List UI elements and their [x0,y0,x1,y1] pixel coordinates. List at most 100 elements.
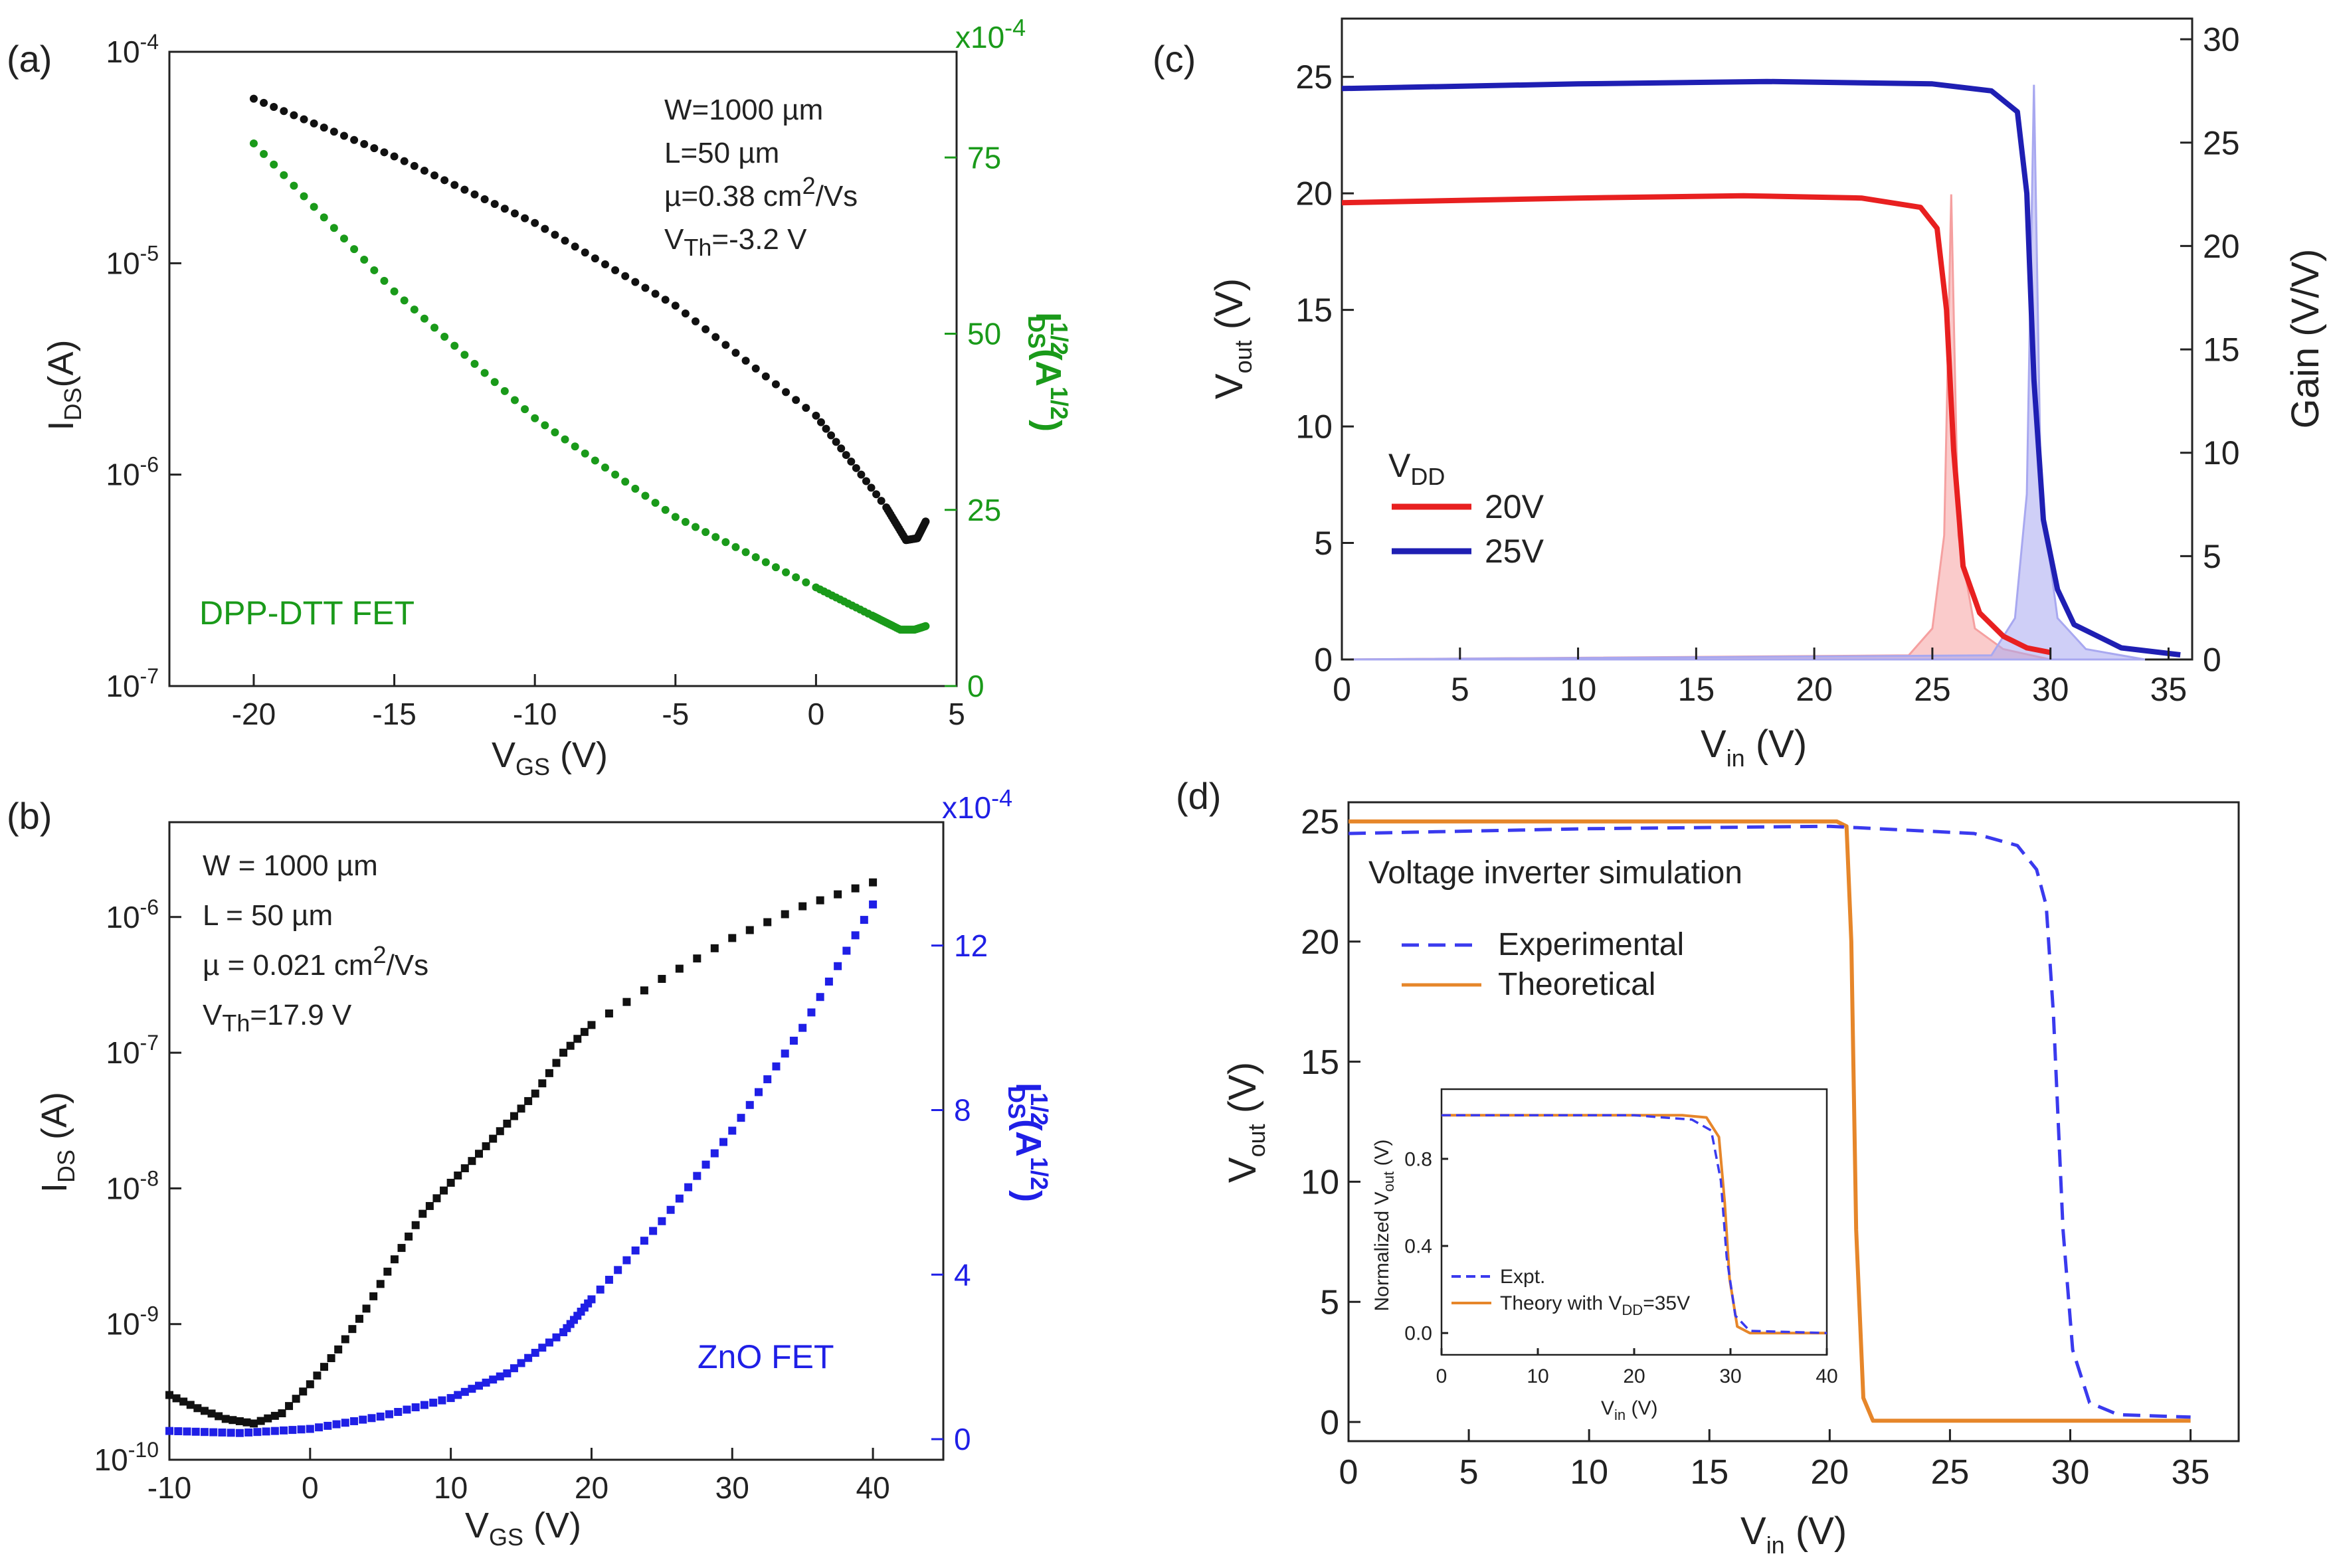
panel-d-x-tick-label-7: 35 [2172,1453,2210,1492]
panel-b-blue-point-32 [446,1394,455,1403]
panel-d-title: Voltage inverter simulation [1368,855,1742,891]
panel-b-blue-point-6 [218,1428,227,1437]
panel-b-y2-tick-label-1: 4 [954,1257,971,1292]
panel-c-y2-ticks: 0 5 10 15 20 25 30 [2180,21,2240,679]
panel-b-x-tick-label-3: 20 [575,1470,608,1505]
panel-b-blue-point-60 [622,1256,631,1264]
panel-a-black-point-36 [611,266,620,274]
panel-a-green-point-38 [631,484,640,493]
panel-d-inset-x-tick-label-2: 20 [1623,1365,1645,1387]
panel-b-black-point-4 [193,1404,202,1413]
panel-b-blue-point-78 [781,1049,789,1058]
panel-b-blue-point-9 [244,1428,253,1437]
panel-d-x-tick-label-2: 10 [1570,1453,1608,1492]
panel-d-legend: Experimental Theoretical [1402,927,1684,1002]
panel-d-y-tick-label-3: 15 [1301,1043,1339,1082]
panel-b-x-tick-label-4: 30 [715,1470,749,1505]
panel-a-green-point-30 [551,428,559,436]
panel-b-black-point-28 [362,1304,371,1313]
panel-b-blue-point-57 [596,1285,605,1294]
panel-b-letter: (b) [7,795,52,837]
panel-b-blue-point-12 [270,1427,279,1435]
panel-a-x-tick-label-0: -20 [232,697,276,731]
panel-b-black-point-49 [510,1112,518,1120]
panel-b-black-point-50 [517,1104,525,1113]
panel-a-green-point-24 [490,378,499,387]
panel-b-black-point-45 [482,1142,490,1150]
panel-d-inset-y-ticks: 0.0 0.4 0.8 [1404,1148,1448,1345]
panel-a-black-point-20 [450,181,459,189]
panel-a-y2-tick-label-3: 75 [967,140,1001,175]
panel-d-inset: 0 10 20 30 40 0.0 0.4 0.8 Vin (V) Normalized V… [1371,1088,1838,1423]
panel-a-black-point-13 [380,148,389,157]
panel-a-black-point-44 [692,317,700,325]
panel-a-x-tick-label-2: -10 [513,697,557,731]
panel-a-letter: (a) [7,38,52,80]
panel-b-black-point-14 [264,1414,272,1423]
panel-a-black-point-112 [921,517,930,526]
panel-a-black-point-56 [812,411,820,420]
panel-d-inset-x-tick-label-0: 0 [1436,1365,1447,1387]
panel-d-inset-y-tick-label-0: 0.0 [1404,1323,1432,1345]
panel-b-blue-point-33 [454,1391,462,1399]
panel-b-black-point-51 [524,1096,533,1105]
panel-b-blue-point-22 [359,1415,367,1424]
panel-a-black-point-66 [862,477,870,485]
panel-d-y-label: Vout (V) [1221,1062,1270,1183]
panel-b-black-point-7 [215,1412,223,1421]
panel-b-blue-point-74 [745,1100,754,1109]
panel-a-green-point-41 [661,505,670,514]
panel-a-green-point-53 [782,568,791,576]
panel-b-black-point-38 [432,1194,441,1203]
panel-b-black-point-26 [348,1325,357,1334]
panel-a-black-point-9 [339,131,348,140]
panel-a-black-point-58 [822,424,830,433]
panel-c-x-tick-label-1: 5 [1451,671,1469,708]
panel-b-device-label: ZnO FET [698,1338,834,1375]
panel-b-blue-point-61 [631,1246,640,1255]
panel-c-vout-line-25v [1341,78,2181,657]
panel-a-y-tick-label-2: 10-5 [106,241,159,280]
panel-a-green-point-26 [510,396,519,404]
panel-d-inset-x-label: Vin (V) [1601,1397,1657,1423]
panel-b-y2-ticks: 0 4 8 12 [931,928,988,1456]
panel-d-inset-y-label: Normalized Vout (V) [1371,1140,1397,1312]
panel-a-x-ticks: -20 -15 -10 -5 0 5 [232,674,965,731]
panel-a-y-ticks: 10-7 10-6 10-5 10-4 [106,30,181,703]
panel-a-green-point-46 [711,533,720,541]
panel-b-black-point-36 [419,1209,427,1218]
panel-b-annotation-w: W = 1000 µm [203,849,378,882]
panel-a-green-point-4 [290,181,298,190]
panel-b-black-point-58 [573,1035,582,1043]
panel-b-y-tick-label-1: 10-9 [106,1302,159,1342]
panel-a-black-point-59 [827,431,836,440]
panel-b-black-point-68 [728,934,737,942]
panel-a-green-point-44 [692,523,700,531]
panel-d-experimental-line [1348,824,2191,1419]
panel-b-blue-point-79 [789,1037,798,1045]
panel-d-y-tick-label-4: 20 [1301,923,1339,962]
panel-b-black-point-54 [545,1069,553,1077]
panel-b-blue-point-44 [531,1348,539,1357]
panel-d-inset-x-tick-label-1: 10 [1527,1365,1548,1387]
panel-a-annotation-w: W=1000 µm [664,94,823,126]
panel-a-x-tick-label-4: 0 [808,697,825,731]
panel-b-blue-point-41 [510,1364,518,1373]
panel-b-blue-point-19 [332,1420,341,1429]
panel-a-black-point-28 [531,218,539,227]
panel-b-black-point-61 [605,1009,613,1018]
panel-a-black-point-57 [816,418,825,426]
panel-c-x-tick-label-5: 25 [1914,671,1951,708]
panel-b-y-tick-label-4: 10-6 [106,895,159,934]
panel-b-y-ticks: 10-10 10-9 10-8 10-7 10-6 [94,895,181,1477]
panel-a-black-point-25 [500,205,509,213]
panel-d-x-tick-label-3: 15 [1690,1453,1728,1492]
panel-b-blue-point-70 [710,1149,719,1158]
panel-b-black-point-55 [552,1059,561,1067]
panel-b-black-point-29 [369,1292,378,1300]
panel-a-series [249,94,930,634]
panel-b-blue-point-10 [253,1428,262,1437]
panel-c-x-tick-label-3: 15 [1678,671,1715,708]
panel-b-black-point-18 [292,1395,300,1403]
panel-b-black-point-56 [559,1049,568,1057]
